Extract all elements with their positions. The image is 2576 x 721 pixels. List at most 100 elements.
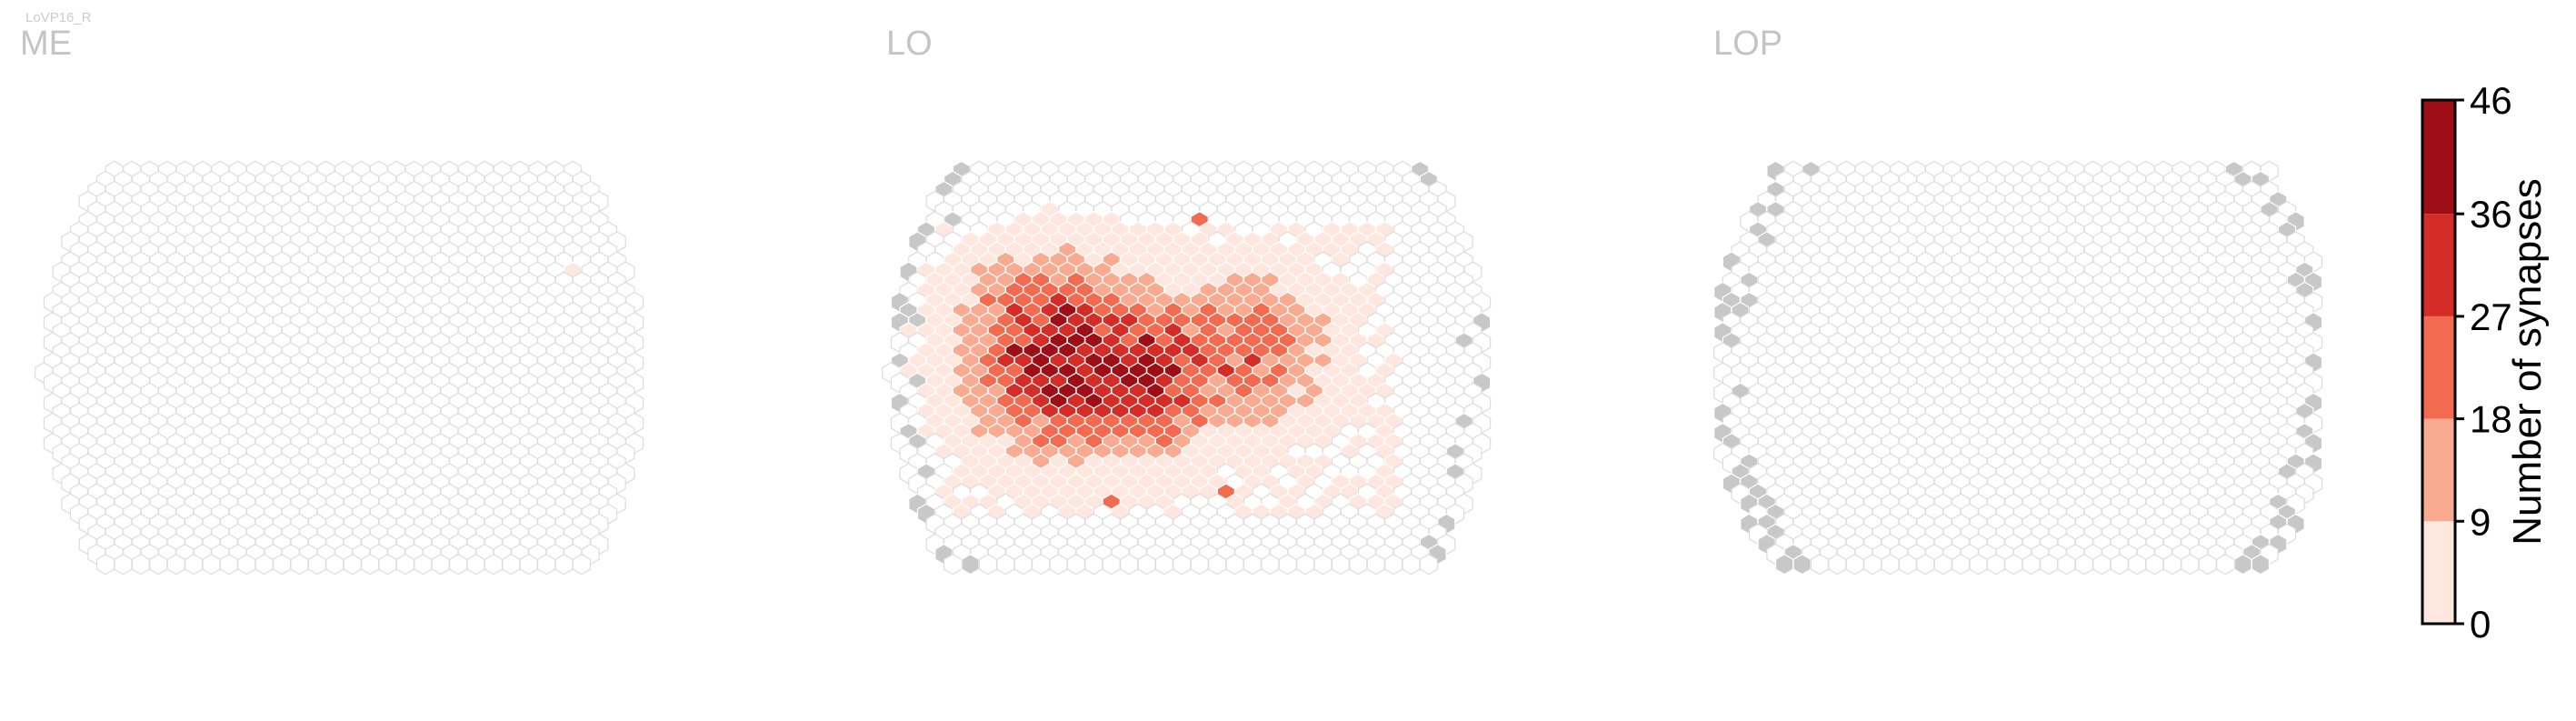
- hex-cell-empty: [1295, 554, 1315, 576]
- colorbar-label: Number of synapses: [2505, 178, 2550, 546]
- hex-cell-empty: [131, 554, 150, 576]
- panel-label-lo: LO: [886, 25, 933, 63]
- hex-cell-empty: [1207, 554, 1227, 576]
- hex-cell-nodata: [1792, 554, 1812, 576]
- hex-cell-nodata: [961, 554, 980, 576]
- hex-cell-empty: [1261, 554, 1280, 576]
- hex-cell-empty: [1916, 554, 1935, 576]
- hex-cell-empty: [1933, 554, 1952, 576]
- hex-cell-empty: [1986, 554, 2005, 576]
- hex-cell-empty: [114, 554, 133, 576]
- hex-cell-empty: [2040, 554, 2059, 576]
- hex-cell-empty: [572, 554, 592, 576]
- colorbar-bin-3: [2422, 214, 2455, 316]
- hex-cell-empty: [1190, 554, 1209, 576]
- hex-cell-empty: [307, 554, 326, 576]
- colorbar-bin-0: [2422, 521, 2455, 624]
- hex-cell-empty: [502, 554, 521, 576]
- hex-cell-empty: [2181, 554, 2200, 576]
- panel-lo: LO: [882, 25, 1492, 576]
- hex-cell-empty: [95, 554, 115, 576]
- hex-cell-empty: [1066, 554, 1086, 576]
- hex-cell-empty: [1313, 554, 1333, 576]
- hex-cell-empty: [2057, 554, 2076, 576]
- hex-grid-me: [35, 160, 644, 576]
- hex-cell-empty: [1154, 554, 1174, 576]
- hex-cell-empty: [466, 554, 485, 576]
- hex-cell-empty: [2004, 554, 2023, 576]
- hex-cell-empty: [484, 554, 504, 576]
- hex-cell-empty: [149, 554, 168, 576]
- hex-cell-empty: [219, 554, 238, 576]
- hex-cell-empty: [1383, 554, 1403, 576]
- panel-lop: LOP: [1713, 25, 2323, 576]
- hex-cell-empty: [361, 554, 380, 576]
- hex-cell-empty: [2128, 554, 2147, 576]
- hex-cell-empty: [325, 554, 344, 576]
- hex-cell-empty: [1137, 554, 1156, 576]
- panel-label-lop: LOP: [1713, 25, 1782, 63]
- hex-cell-empty: [1863, 554, 1882, 576]
- hex-cell-empty: [2022, 554, 2041, 576]
- hex-cell-empty: [2074, 554, 2093, 576]
- hex-cell-nodata: [2251, 554, 2270, 576]
- colorbar-bins: [2422, 100, 2455, 624]
- hex-cell-empty: [1084, 554, 1103, 576]
- hex-cell-empty: [395, 554, 414, 576]
- hex-cell-empty: [1119, 554, 1139, 576]
- hex-cell-empty: [185, 554, 204, 576]
- hex-cell-empty: [1049, 554, 1068, 576]
- hex-cell-empty: [1031, 554, 1051, 576]
- hex-cell-empty: [978, 554, 998, 576]
- hex-cell-empty: [378, 554, 397, 576]
- hex-grid-lo: [882, 160, 1492, 576]
- hex-cell-empty: [1349, 554, 1368, 576]
- hex-cell-empty: [1969, 554, 1988, 576]
- hex-cell-empty: [1952, 554, 1971, 576]
- hex-cell-empty: [1331, 554, 1351, 576]
- hex-cell-empty: [2198, 554, 2217, 576]
- hex-cell-nodata: [2233, 554, 2252, 576]
- hex-cell-empty: [431, 554, 450, 576]
- hex-cell-empty: [1102, 554, 1121, 576]
- hex-cell-empty: [536, 554, 556, 576]
- hex-cell-empty: [290, 554, 309, 576]
- hex-cell-empty: [1278, 554, 1297, 576]
- hex-cell-empty: [2110, 554, 2129, 576]
- hex-cell-empty: [273, 554, 292, 576]
- colorbar-tick-label-5: 46: [2470, 79, 2512, 122]
- hex-cell-empty: [2145, 554, 2164, 576]
- hex-cell-empty: [1013, 554, 1033, 576]
- hex-cell-empty: [202, 554, 221, 576]
- hex-cell-empty: [237, 554, 256, 576]
- colorbar-bin-2: [2422, 315, 2455, 419]
- hex-cell-empty: [1881, 554, 1900, 576]
- hex-cell-empty: [414, 554, 433, 576]
- hex-cell-empty: [1243, 554, 1263, 576]
- colorbar-tick-label-0: 0: [2470, 603, 2491, 646]
- hex-cell-nodata: [1774, 554, 1794, 576]
- colorbar-bin-1: [2422, 418, 2455, 522]
- panel-me: ME: [20, 25, 644, 576]
- hex-cell-empty: [554, 554, 574, 576]
- hex-cell-empty: [1419, 554, 1439, 576]
- hex-cell-empty: [996, 554, 1015, 576]
- hex-cell-empty: [343, 554, 362, 576]
- hex-cell-empty: [2216, 554, 2235, 576]
- hex-cell-empty: [1173, 554, 1192, 576]
- hex-cell-empty: [1402, 554, 1421, 576]
- hex-cell-empty: [255, 554, 274, 576]
- hex-cell-empty: [2162, 554, 2182, 576]
- hex-cell-empty: [1810, 554, 1830, 576]
- colorbar-bin-4: [2422, 100, 2455, 215]
- cell-type-label: LoVP16_R: [25, 10, 92, 25]
- hex-cell-empty: [449, 554, 468, 576]
- hex-cell-empty: [2092, 554, 2112, 576]
- hex-cell-empty: [1225, 554, 1244, 576]
- hex-cell-empty: [943, 554, 963, 576]
- colorbar-tick-label-1: 9: [2470, 500, 2491, 543]
- hex-grid-lop: [1713, 160, 2323, 576]
